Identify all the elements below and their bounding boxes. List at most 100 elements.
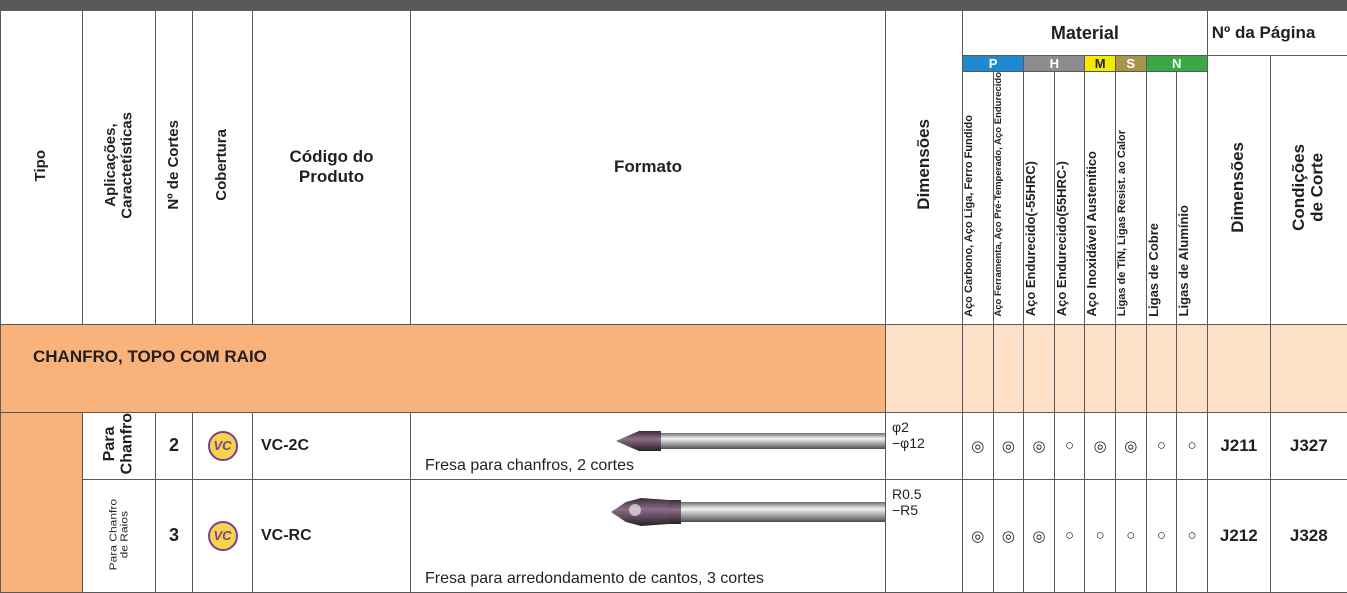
- material-mark: ○: [1177, 412, 1208, 479]
- line: Produto: [299, 167, 364, 186]
- material-mark: ○: [1146, 412, 1177, 479]
- shape: [661, 433, 886, 449]
- page-conditions: J327: [1270, 412, 1347, 479]
- type-cell: [1, 412, 83, 592]
- material-column: Ligas de TiN, Ligas Resist. ao Calor: [1115, 72, 1146, 325]
- page-conditions: J328: [1270, 479, 1347, 592]
- material-column: Ligas de Cobre: [1146, 72, 1177, 325]
- shape: Fresa para chanfros, 2 cortes: [411, 412, 886, 479]
- line: Caractetísticas: [118, 112, 135, 219]
- applications-header: Aplicações,Caractetísticas: [83, 11, 156, 325]
- line: R0.5: [892, 486, 922, 502]
- header-text: Ligas de TiN, Ligas Resist. ao Calor: [1116, 130, 1128, 316]
- tool-image: [411, 482, 886, 542]
- shape-header: Formato: [411, 11, 886, 325]
- coating: VC: [193, 412, 253, 479]
- material-group: N: [1146, 56, 1207, 72]
- material-mark: ◎: [963, 479, 994, 592]
- material-group: H: [1024, 56, 1085, 72]
- material-mark: ◎: [993, 479, 1024, 592]
- header-text: Cobertura: [214, 129, 231, 201]
- header-text: Dimensões: [1229, 142, 1248, 233]
- line: Condições: [1289, 144, 1308, 231]
- cell: [1054, 324, 1085, 412]
- line: de Corte: [1308, 153, 1327, 222]
- header-text: Nº de Cortes: [166, 120, 183, 210]
- header-text: Aço Endurecido(55HRC-): [1055, 161, 1069, 316]
- header-text: Dimensões: [915, 119, 934, 210]
- line: Para: [101, 426, 118, 461]
- line: Chanfro: [119, 413, 136, 474]
- section-row: CHANFRO, TOPO COM RAIO: [1, 324, 1347, 412]
- cell: [963, 324, 994, 412]
- line: de Raios: [118, 511, 130, 558]
- line: φ2: [892, 419, 909, 435]
- flutes: 2: [156, 412, 193, 479]
- page-dimensions: J212: [1207, 479, 1270, 592]
- cell: [886, 324, 963, 412]
- header-text: Tipo: [33, 150, 50, 181]
- cell: [1270, 324, 1347, 412]
- shape-text: Fresa para chanfros, 2 cortes: [425, 457, 634, 475]
- cell: [1146, 324, 1177, 412]
- shape: Fresa para arredondamento de cantos, 3 c…: [411, 479, 886, 592]
- material-group: P: [963, 56, 1024, 72]
- material-header: Material: [963, 11, 1208, 56]
- shape: [681, 502, 886, 522]
- material-mark: ◎: [963, 412, 994, 479]
- dimensions: φ2−φ12: [886, 412, 963, 479]
- material-mark: ◎: [1085, 412, 1116, 479]
- material-mark: ◎: [1024, 479, 1055, 592]
- material-group: S: [1115, 56, 1146, 72]
- type-header: Tipo: [1, 11, 83, 325]
- shape: [629, 504, 641, 516]
- material-column: Ligas de Alumínio: [1177, 72, 1208, 325]
- line: Aplicações,: [102, 124, 119, 207]
- cell: [993, 324, 1024, 412]
- dimensions-header: Dimensões: [886, 11, 963, 325]
- coating-badge: VC: [208, 431, 238, 461]
- page-dimensions: J211: [1207, 412, 1270, 479]
- shape: [669, 500, 681, 524]
- material-mark: ○: [1085, 479, 1116, 592]
- cell: [1177, 324, 1208, 412]
- line: −R5: [892, 502, 918, 518]
- header-text: Aço Endurecido(-55HRC): [1024, 161, 1038, 316]
- coating: VC: [193, 479, 253, 592]
- shape: [639, 431, 661, 451]
- header-text: Aço Ferramenta, Aço Pré-Temperado, Aço E…: [994, 72, 1004, 317]
- product-table: Tipo Aplicações,Caractetísticas Nº de Co…: [0, 10, 1347, 593]
- material-column: Aço Ferramenta, Aço Pré-Temperado, Aço E…: [993, 72, 1024, 325]
- flutes-header: Nº de Cortes: [156, 11, 193, 325]
- shape-text: Fresa para arredondamento de cantos, 3 c…: [425, 570, 764, 588]
- material-mark: ◎: [993, 412, 1024, 479]
- top-bar: [0, 0, 1347, 10]
- cell: [1207, 324, 1270, 412]
- line: −φ12: [892, 435, 925, 451]
- cell: [1115, 324, 1146, 412]
- material-column: Aço Inoxidável Austenítico: [1085, 72, 1116, 325]
- header-text: Aplicações,Caractetísticas: [103, 112, 136, 219]
- header-text: Ligas de Alumínio: [1177, 205, 1191, 316]
- header-text: Ligas de Cobre: [1147, 223, 1161, 317]
- dimensions: R0.5−R5: [886, 479, 963, 592]
- coating-badge: VC: [208, 521, 238, 551]
- material-group: M: [1085, 56, 1116, 72]
- material-mark: ○: [1146, 479, 1177, 592]
- coating-header: Cobertura: [193, 11, 253, 325]
- product-code: VC-RC: [253, 479, 411, 592]
- line: Código do: [289, 147, 373, 166]
- material-mark: ○: [1054, 479, 1085, 592]
- product-code: VC-2C: [253, 412, 411, 479]
- page: Tipo Aplicações,Caractetísticas Nº de Co…: [0, 0, 1347, 570]
- cell: [1024, 324, 1055, 412]
- material-mark: ◎: [1024, 412, 1055, 479]
